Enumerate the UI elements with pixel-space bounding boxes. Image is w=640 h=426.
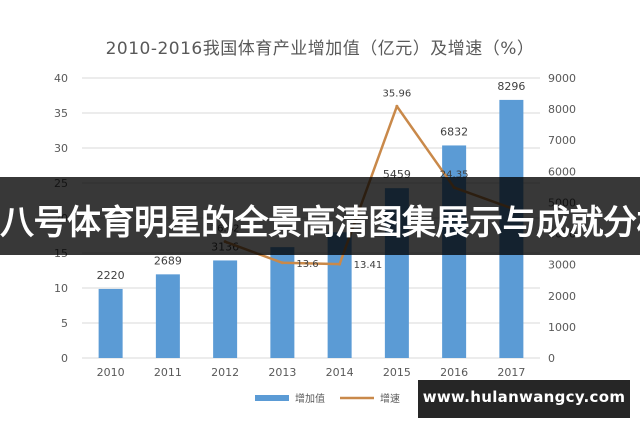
y-right-tick-label: 7000 — [548, 134, 576, 147]
y-right-tick-label: 0 — [548, 352, 555, 365]
x-tick-label: 2016 — [440, 366, 468, 379]
y-right-tick-label: 9000 — [548, 72, 576, 85]
x-tick-label: 2010 — [97, 366, 125, 379]
x-tick-label: 2014 — [326, 366, 354, 379]
legend-label-bar: 增加值 — [295, 392, 325, 405]
x-tick-label: 2012 — [211, 366, 239, 379]
y-right-tick-label: 8000 — [548, 103, 576, 116]
line-point — [395, 104, 399, 108]
watermark-text: www.hulanwangcy.com — [422, 388, 626, 406]
line-data-label: 13.6 — [296, 259, 318, 270]
line-point — [280, 261, 284, 265]
x-tick-label: 2013 — [268, 366, 296, 379]
bar — [155, 274, 180, 358]
bar-data-label: 8296 — [497, 80, 525, 93]
y-left-tick-label: 0 — [61, 352, 68, 365]
caption-text: 八号体育明星的全景高清图集展示与成就分析 — [0, 203, 640, 243]
bar-data-label: 2689 — [154, 254, 182, 267]
y-left-tick-label: 5 — [61, 317, 68, 330]
x-tick-label: 2015 — [383, 366, 411, 379]
bar — [213, 260, 238, 358]
bar-data-label: 2220 — [97, 269, 125, 282]
y-right-tick-label: 1000 — [548, 321, 576, 334]
line-point — [338, 262, 342, 266]
bar-data-label: 6832 — [440, 125, 468, 138]
x-tick-label: 2011 — [154, 366, 182, 379]
y-right-tick-label: 3000 — [548, 259, 576, 272]
chart-title: 2010-2016我国体育产业增加值（亿元）及增速（%） — [105, 39, 535, 59]
line-data-label: 35.96 — [383, 88, 412, 99]
x-tick-label: 2017 — [497, 366, 525, 379]
y-left-tick-label: 10 — [54, 282, 68, 295]
y-left-tick-label: 35 — [54, 107, 68, 120]
y-left-tick-label: 30 — [54, 142, 68, 155]
bar — [270, 247, 295, 358]
caption-banner — [0, 177, 640, 255]
legend-swatch-bar — [255, 395, 289, 401]
y-right-tick-label: 6000 — [548, 165, 576, 178]
bar — [98, 288, 123, 358]
line-data-label: 13.41 — [354, 260, 383, 271]
watermark-box — [418, 380, 630, 418]
line-data-label: 24.35 — [440, 170, 469, 181]
y-right-tick-label: 2000 — [548, 290, 576, 303]
y-left-tick-label: 40 — [54, 72, 68, 85]
legend-label-line: 增速 — [380, 392, 400, 405]
